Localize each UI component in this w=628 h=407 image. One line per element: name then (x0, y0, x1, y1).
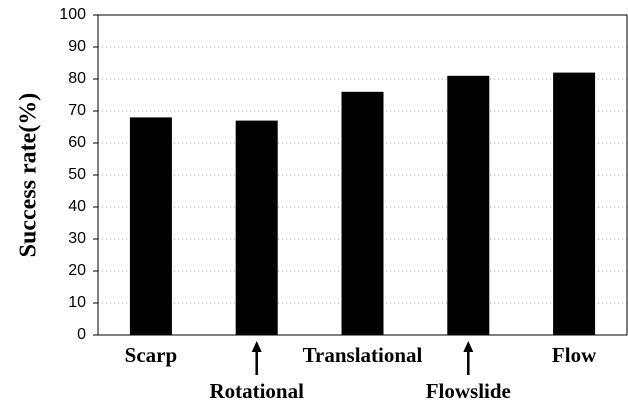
y-tick-label: 0 (77, 326, 86, 343)
y-axis-label: Success rate(%) (16, 93, 42, 258)
y-tick-label: 60 (68, 134, 86, 151)
arrow-head (463, 341, 474, 352)
bar (341, 91, 384, 335)
y-tick-label: 80 (68, 70, 86, 87)
y-tick-label: 100 (59, 6, 86, 23)
arrow-head (251, 341, 262, 352)
y-tick-label: 50 (68, 166, 86, 183)
bar (447, 75, 490, 336)
x-tick-label: Translational (303, 343, 423, 367)
y-tick-label: 10 (68, 294, 86, 311)
bar (129, 117, 172, 336)
y-tick-label: 30 (68, 230, 86, 247)
y-tick-label: 70 (68, 102, 86, 119)
x-tick-label: Rotational (209, 379, 304, 403)
y-tick-label: 40 (68, 198, 86, 215)
bar (235, 120, 278, 335)
x-tick-label: Flow (552, 343, 597, 367)
bar (553, 72, 596, 335)
x-tick-label: Flowslide (426, 379, 511, 403)
y-tick-label: 90 (68, 38, 86, 55)
x-tick-label: Scarp (125, 343, 178, 367)
y-tick-label: 20 (68, 262, 86, 279)
